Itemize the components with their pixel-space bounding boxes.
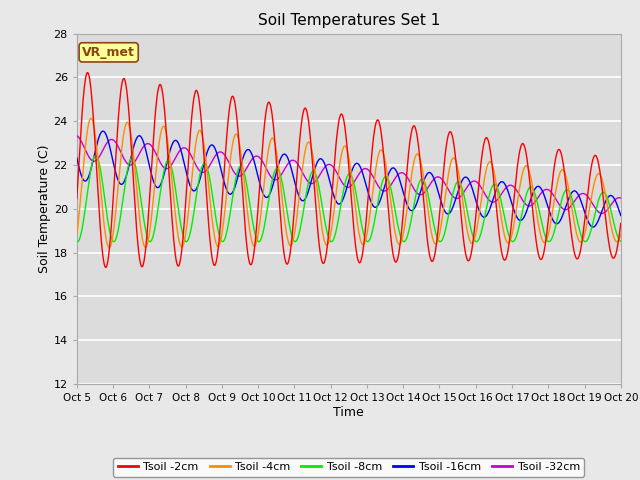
Legend: Tsoil -2cm, Tsoil -4cm, Tsoil -8cm, Tsoil -16cm, Tsoil -32cm: Tsoil -2cm, Tsoil -4cm, Tsoil -8cm, Tsoi… — [113, 457, 584, 477]
Title: Soil Temperatures Set 1: Soil Temperatures Set 1 — [258, 13, 440, 28]
Y-axis label: Soil Temperature (C): Soil Temperature (C) — [38, 144, 51, 273]
Text: VR_met: VR_met — [82, 46, 135, 59]
X-axis label: Time: Time — [333, 406, 364, 419]
